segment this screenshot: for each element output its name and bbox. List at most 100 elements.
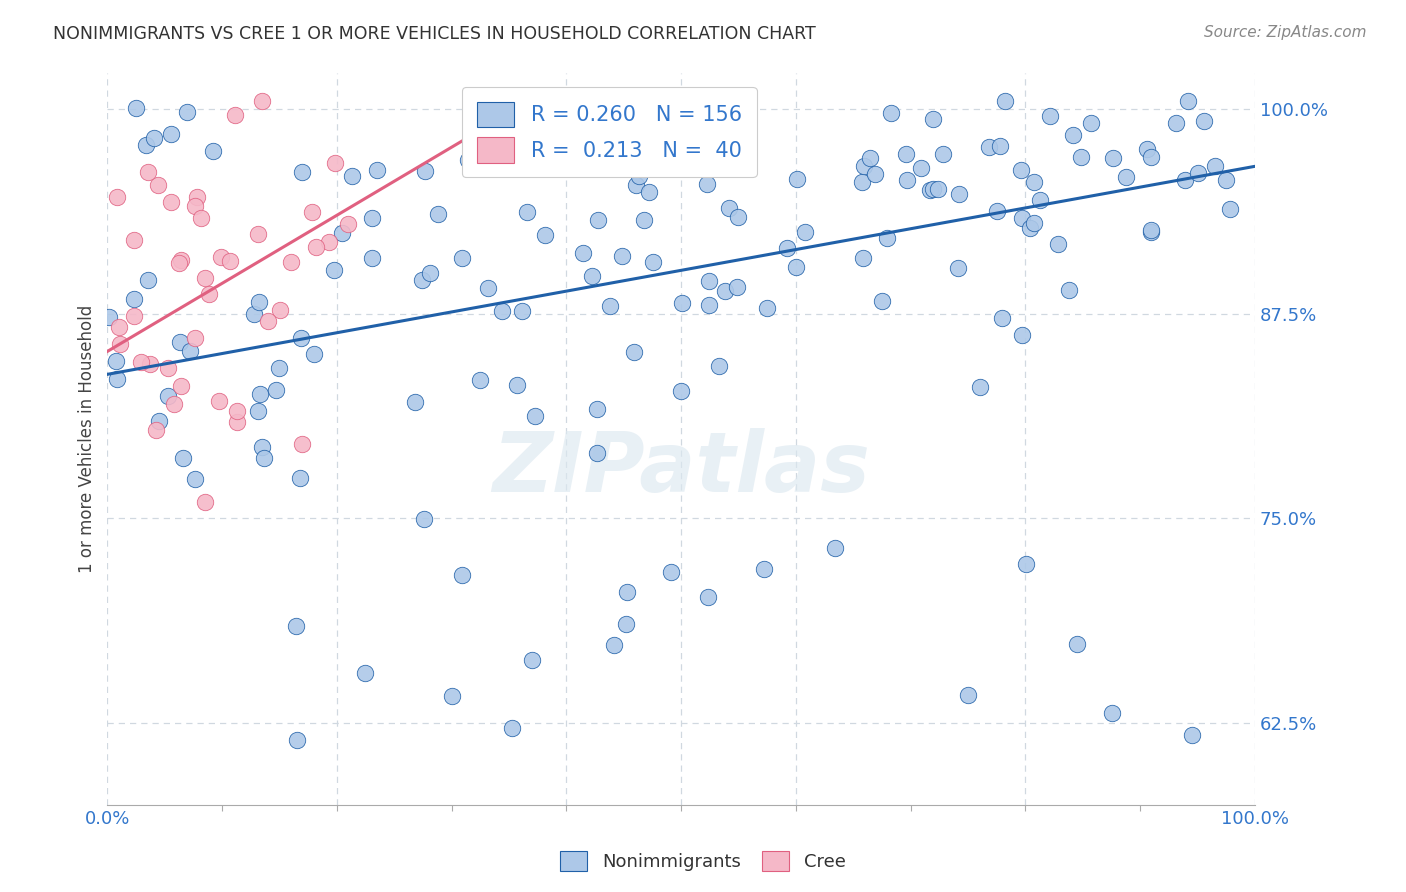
Point (633, 212, 655, 227)
Point (194, 271, 217, 285)
Point (243, 307, 266, 321)
Point (226, 404, 249, 418)
Point (1192, 114, 1215, 128)
Point (337, 217, 360, 231)
Legend: R = 0.260   N = 156, R =  0.213   N =  40: R = 0.260 N = 156, R = 0.213 N = 40 (463, 87, 756, 178)
Point (301, 205, 323, 219)
Point (624, 178, 647, 192)
Point (1115, 170, 1137, 185)
Point (946, 260, 969, 275)
Point (179, 344, 201, 359)
Point (603, 638, 626, 652)
Point (176, 105, 198, 120)
Point (419, 266, 441, 280)
Point (696, 118, 718, 132)
Point (696, 178, 718, 192)
Point (249, 387, 271, 401)
Point (523, 409, 546, 424)
Point (697, 590, 720, 604)
Point (522, 653, 544, 667)
Point (290, 471, 312, 485)
Point (994, 94, 1017, 108)
Point (252, 94, 274, 108)
Point (110, 336, 132, 351)
Point (104, 354, 127, 368)
Point (614, 617, 637, 632)
Point (643, 255, 665, 269)
Point (323, 263, 346, 277)
Point (859, 151, 882, 165)
Point (1101, 706, 1123, 720)
Text: Source: ZipAtlas.com: Source: ZipAtlas.com (1204, 25, 1367, 40)
Point (1215, 173, 1237, 187)
Point (627, 94, 650, 108)
Legend: Nonimmigrants, Cree: Nonimmigrants, Cree (553, 844, 853, 879)
Point (125, 101, 148, 115)
Point (107, 320, 129, 334)
Text: ZIPatlas: ZIPatlas (492, 428, 870, 508)
Point (979, 140, 1001, 154)
Point (98, 310, 121, 324)
Point (332, 227, 354, 241)
Point (921, 112, 943, 127)
Point (1080, 116, 1102, 130)
Point (264, 383, 287, 397)
Point (124, 233, 146, 247)
Point (160, 127, 183, 141)
Point (169, 255, 191, 269)
Point (1177, 94, 1199, 108)
Point (360, 211, 382, 225)
Point (927, 181, 949, 195)
Point (786, 172, 808, 186)
Point (1015, 557, 1038, 571)
Point (880, 106, 903, 120)
Point (190, 211, 212, 225)
Point (599, 300, 621, 314)
Point (1018, 220, 1040, 235)
Point (170, 379, 193, 393)
Point (717, 202, 740, 216)
Point (193, 495, 215, 509)
Point (896, 146, 918, 161)
Point (285, 619, 308, 633)
Point (247, 295, 270, 310)
Point (360, 251, 382, 265)
Point (1174, 173, 1197, 187)
Point (170, 253, 193, 268)
Point (411, 273, 433, 287)
Point (139, 357, 162, 371)
Point (291, 164, 314, 178)
Point (1011, 327, 1033, 342)
Point (186, 190, 208, 204)
Point (785, 260, 807, 274)
Point (506, 377, 529, 392)
Point (616, 585, 638, 599)
Point (516, 204, 538, 219)
Point (644, 106, 666, 120)
Point (1011, 211, 1033, 226)
Point (896, 173, 918, 187)
Point (226, 416, 249, 430)
Point (699, 274, 721, 288)
Y-axis label: 1 or more Vehicles in Household: 1 or more Vehicles in Household (79, 305, 96, 574)
Point (572, 246, 595, 260)
Point (671, 295, 693, 310)
Point (169, 335, 191, 350)
Point (697, 298, 720, 312)
Point (610, 250, 633, 264)
Point (501, 721, 523, 735)
Point (920, 183, 942, 197)
Point (727, 210, 749, 224)
Point (468, 374, 491, 388)
Point (184, 199, 207, 213)
Point (572, 111, 595, 125)
Point (256, 314, 278, 328)
Point (305, 240, 328, 254)
Point (578, 124, 600, 138)
Point (1136, 142, 1159, 156)
Point (136, 165, 159, 179)
Point (491, 304, 513, 318)
Point (932, 147, 955, 161)
Point (1102, 151, 1125, 165)
Point (404, 395, 426, 409)
